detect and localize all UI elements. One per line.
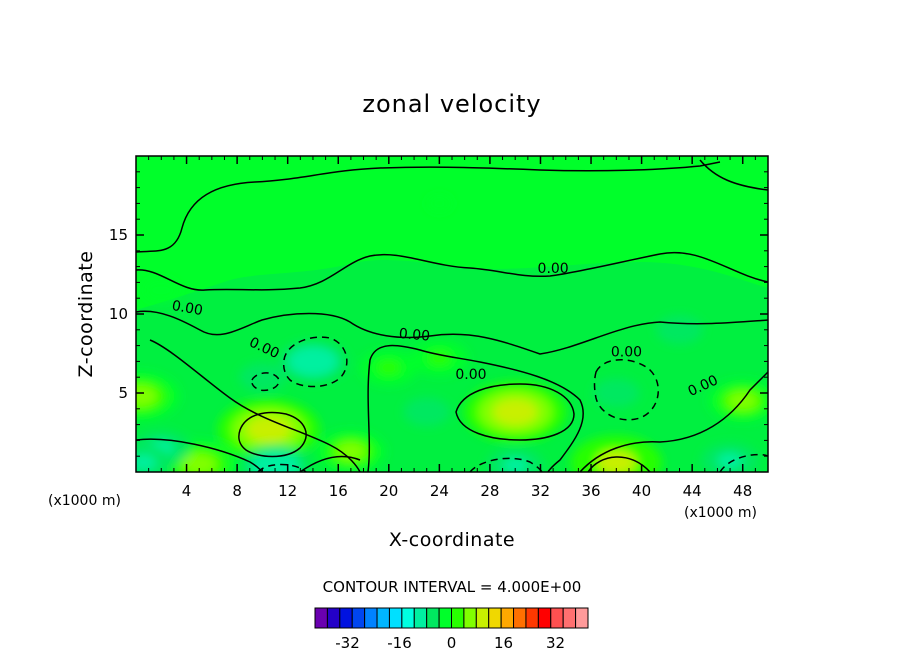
x-left-unit-label: (x1000 m) (48, 493, 121, 509)
colorbar-tick-label-3: 16 (494, 634, 513, 652)
x-tick-label-6: 28 (480, 482, 499, 500)
field-extremum-5-level-2 (136, 385, 158, 407)
colorbar-tick-label-0: -32 (335, 634, 360, 652)
colorbar-swatch-10 (438, 607, 453, 629)
negative-contour-left (282, 336, 348, 388)
x-axis: 4 8 12 16 20 24 28 32 36 40 44 48 (148, 156, 756, 500)
colorbar-swatch-1 (326, 607, 341, 629)
colorbar-swatch-19 (550, 607, 564, 629)
colorbar-swatch-18 (537, 607, 552, 629)
chart-title: zonal velocity (362, 90, 541, 118)
field-extremum-18-level-2 (669, 323, 690, 337)
field-extremum-0-level-2 (492, 398, 538, 426)
field-extremum-11-level-2 (606, 386, 627, 400)
colorbar-swatch-21 (575, 607, 589, 629)
field-extremum-13-level-2 (502, 457, 528, 472)
field-extremum-8-level-2 (426, 350, 453, 366)
contour-label-2: 0.00 (398, 326, 430, 345)
negative-contour-bottom-right (719, 453, 768, 472)
colorbar: -32 -16 0 16 32 (314, 607, 589, 652)
x-tick-label-0: 4 (182, 482, 192, 500)
contour-label-3: 0.00 (455, 367, 486, 383)
colorbar-swatch-14 (488, 607, 502, 629)
y-tick-label-0: 5 (118, 384, 128, 402)
colorbar-swatch-12 (463, 607, 477, 629)
contour-interval-text: CONTOUR INTERVAL = 4.000E+00 (323, 578, 582, 596)
colorbar-tick-label-2: 0 (447, 634, 457, 652)
y-axis: 5 10 15 (109, 171, 768, 457)
colorbar-swatch-4 (364, 607, 378, 629)
contour-label-0: 0.00 (171, 298, 204, 319)
zero-contour-lower (136, 310, 768, 355)
field-extremum-7-level-2 (376, 359, 402, 376)
contour-loop-right (579, 371, 768, 472)
negative-contour-small (251, 372, 280, 392)
plot-area: 0.000.00 0.000.000.000.000.00 (136, 156, 768, 472)
y-axis-label: Z-coordinate (75, 251, 97, 378)
field-extremum-16-level-2 (136, 454, 157, 471)
colorbar-swatch-20 (562, 607, 577, 629)
x-tick-label-2: 12 (278, 482, 297, 500)
x-right-unit-label: (x1000 m) (684, 505, 757, 521)
contour-bottom-right (587, 456, 651, 472)
colorbar-tick-label-1: -16 (387, 634, 412, 652)
contour-label-5: 0.00 (611, 345, 642, 361)
contour-bottom-left (136, 438, 263, 472)
y-tick-label-1: 10 (109, 305, 128, 323)
zero-contour-upper-right (699, 159, 768, 191)
field-extremum-19-level-2 (153, 285, 170, 296)
zero-contour-mid (136, 251, 768, 291)
colorbar-swatch-5 (376, 607, 390, 629)
colorbar-swatch-6 (388, 607, 403, 629)
field-extremum-9-level-2 (297, 352, 329, 371)
x-tick-label-1: 8 (232, 482, 242, 500)
field-extremum-14-level-2 (717, 453, 743, 469)
colorbar-swatch-0 (314, 607, 328, 629)
field-extremum-3-level-2 (181, 453, 217, 472)
field-extremum-20-level-2 (434, 199, 445, 207)
colorbar-swatch-15 (500, 607, 515, 629)
colorbar-swatch-9 (426, 607, 440, 629)
y-tick-label-2: 15 (109, 226, 128, 244)
negative-contour-right (593, 359, 659, 421)
field-extremum-2-level-2 (596, 450, 637, 472)
x-tick-label-7: 32 (531, 482, 550, 500)
x-tick-label-10: 44 (683, 482, 702, 500)
zero-contour-upper (136, 161, 721, 253)
x-axis-label: X-coordinate (389, 529, 515, 551)
colorbar-swatch-8 (413, 607, 428, 629)
x-tick-label-5: 24 (430, 482, 449, 500)
colorbar-swatch-3 (351, 607, 366, 629)
colorbar-swatch-2 (339, 607, 353, 629)
colorbar-swatch-11 (451, 607, 465, 629)
colorbar-swatch-7 (401, 607, 415, 629)
contour-loop-center (367, 344, 584, 472)
contour-label-4: 0.00 (538, 261, 569, 277)
x-tick-label-4: 20 (379, 482, 398, 500)
colorbar-swatch-13 (475, 607, 490, 629)
field-extremum-10-level-2 (252, 370, 273, 384)
x-tick-label-9: 40 (632, 482, 651, 500)
x-tick-label-11: 48 (733, 482, 752, 500)
contour-maximum-ring (455, 383, 575, 441)
colorbar-tick-label-4: 32 (546, 634, 565, 652)
x-tick-label-8: 36 (581, 482, 600, 500)
colorbar-swatch-17 (525, 607, 539, 629)
field-extremum-17-level-2 (416, 405, 437, 419)
x-tick-label-3: 16 (329, 482, 348, 500)
field-extremum-1-level-2 (246, 415, 292, 443)
contour-bottom-mid (299, 455, 361, 472)
negative-contour-bottom-left (257, 463, 307, 472)
colorbar-swatch-16 (513, 607, 527, 629)
contour-maximum-ring-left (238, 411, 307, 458)
